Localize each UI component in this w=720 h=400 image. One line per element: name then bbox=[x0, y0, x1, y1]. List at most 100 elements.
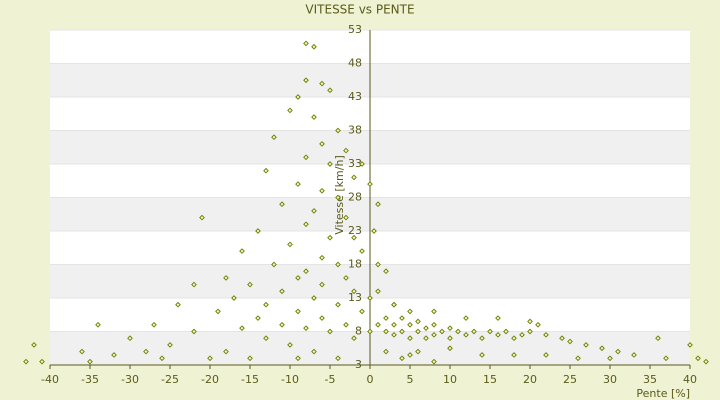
point bbox=[655, 335, 661, 342]
point bbox=[583, 342, 589, 348]
point bbox=[343, 214, 349, 221]
point bbox=[111, 352, 117, 358]
point bbox=[303, 268, 309, 275]
point bbox=[263, 301, 269, 308]
y-tick-label: 23 bbox=[348, 224, 362, 237]
x-tick-label: 15 bbox=[483, 373, 497, 386]
point bbox=[343, 147, 349, 154]
point bbox=[271, 134, 277, 141]
point bbox=[511, 335, 517, 342]
point bbox=[287, 342, 293, 348]
point bbox=[559, 335, 565, 342]
point bbox=[415, 348, 421, 355]
point bbox=[367, 328, 373, 335]
point bbox=[447, 335, 453, 342]
point bbox=[327, 161, 333, 167]
point bbox=[327, 87, 333, 94]
point bbox=[383, 328, 389, 335]
point bbox=[607, 355, 613, 362]
point bbox=[311, 348, 317, 355]
point bbox=[279, 201, 285, 208]
point bbox=[407, 335, 413, 342]
point bbox=[543, 352, 549, 358]
point bbox=[263, 167, 269, 174]
x-tick-label: -15 bbox=[241, 373, 259, 386]
point bbox=[495, 315, 501, 321]
point bbox=[479, 352, 485, 358]
point bbox=[367, 295, 373, 301]
point bbox=[255, 228, 261, 234]
point bbox=[407, 352, 413, 358]
point bbox=[263, 335, 269, 342]
point bbox=[407, 308, 413, 315]
point bbox=[431, 308, 437, 315]
point bbox=[383, 315, 389, 321]
point bbox=[415, 318, 421, 325]
point bbox=[319, 315, 325, 321]
point bbox=[407, 321, 413, 328]
point bbox=[351, 174, 357, 181]
x-tick-label: 0 bbox=[367, 373, 374, 386]
point bbox=[279, 288, 285, 295]
y-tick-label: 53 bbox=[348, 23, 362, 36]
point bbox=[247, 355, 253, 362]
x-tick-label: 20 bbox=[523, 373, 537, 386]
point bbox=[359, 308, 365, 315]
point bbox=[391, 321, 397, 328]
point bbox=[599, 345, 605, 352]
point bbox=[375, 288, 381, 295]
y-tick-label: 43 bbox=[348, 90, 362, 103]
point bbox=[399, 315, 405, 321]
point bbox=[527, 318, 533, 325]
point bbox=[311, 295, 317, 301]
point bbox=[423, 325, 429, 331]
x-tick-label: 35 bbox=[643, 373, 657, 386]
point bbox=[463, 315, 469, 321]
point bbox=[543, 332, 549, 338]
point bbox=[399, 355, 405, 362]
x-tick-label: 10 bbox=[443, 373, 457, 386]
x-tick-label: -30 bbox=[121, 373, 139, 386]
point bbox=[31, 342, 37, 348]
point bbox=[223, 348, 229, 355]
point bbox=[151, 321, 157, 328]
point bbox=[335, 301, 341, 308]
point bbox=[375, 261, 381, 268]
point bbox=[311, 208, 317, 214]
point bbox=[143, 348, 149, 355]
point bbox=[503, 328, 509, 335]
point bbox=[335, 194, 341, 201]
point bbox=[359, 161, 365, 167]
y-axis-label: Vitesse [km/h] bbox=[333, 155, 346, 235]
point bbox=[371, 228, 377, 234]
point bbox=[247, 281, 253, 288]
point bbox=[303, 40, 309, 47]
point bbox=[23, 358, 29, 365]
point bbox=[319, 187, 325, 194]
x-tick-label: 40 bbox=[683, 373, 697, 386]
point bbox=[399, 328, 405, 335]
x-tick-label: -10 bbox=[281, 373, 299, 386]
point bbox=[295, 94, 301, 100]
point bbox=[319, 254, 325, 261]
y-tick-label: 33 bbox=[348, 157, 362, 170]
point bbox=[175, 301, 181, 308]
point bbox=[319, 80, 325, 87]
point bbox=[567, 338, 573, 345]
point bbox=[199, 214, 205, 221]
point bbox=[319, 141, 325, 147]
point bbox=[191, 281, 197, 288]
point bbox=[207, 355, 213, 362]
point bbox=[343, 321, 349, 328]
point bbox=[127, 335, 133, 342]
x-tick-label: -5 bbox=[325, 373, 336, 386]
point bbox=[615, 348, 621, 355]
point bbox=[431, 358, 437, 365]
point bbox=[415, 328, 421, 335]
point bbox=[295, 355, 301, 362]
point bbox=[287, 241, 293, 248]
point bbox=[271, 261, 277, 268]
point bbox=[311, 43, 317, 50]
point bbox=[431, 332, 437, 338]
point bbox=[575, 355, 581, 362]
